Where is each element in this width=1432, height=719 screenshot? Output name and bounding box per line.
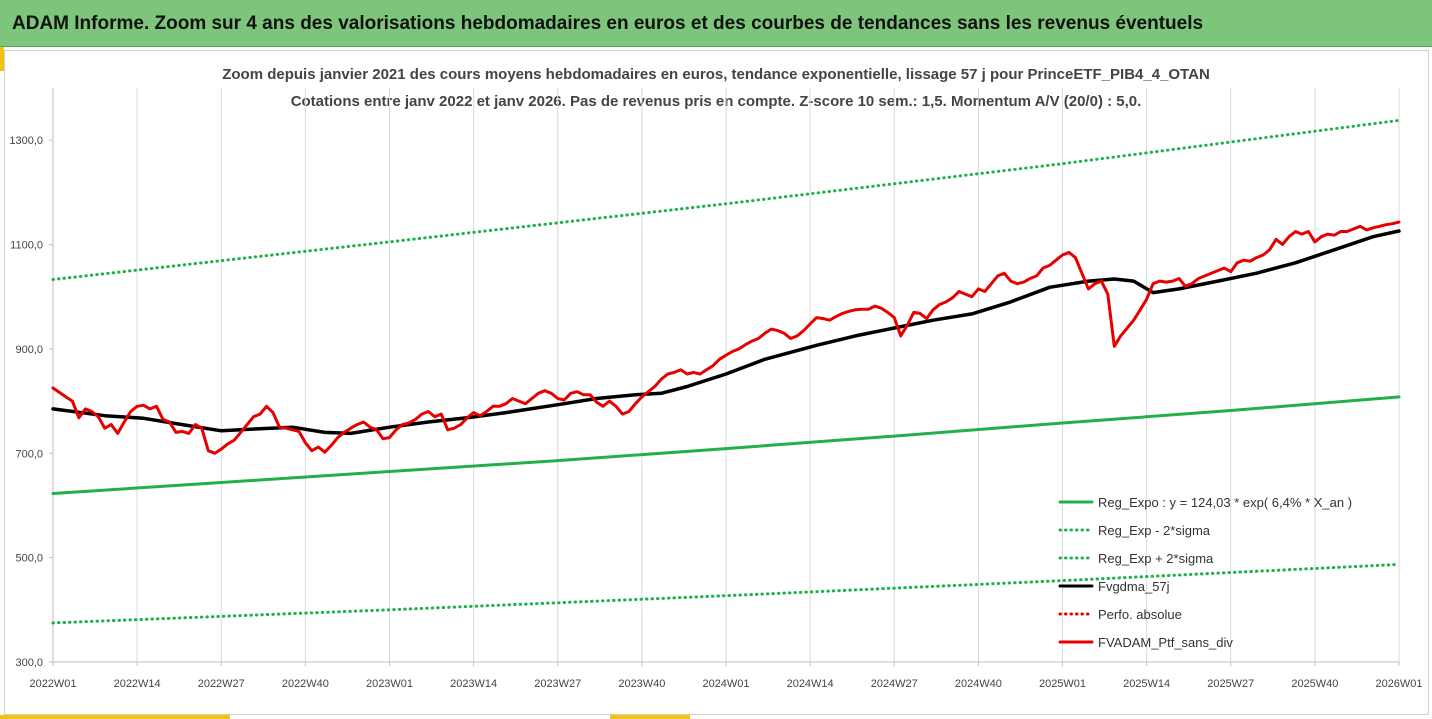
x-tick-label: 2026W01 [1375,678,1422,690]
x-tick-label: 2024W01 [702,678,749,690]
y-tick-label: 1300,0 [9,135,43,147]
series-line-2 [51,118,1401,281]
series-line-0 [51,395,1401,495]
y-tick-label: 700,0 [15,448,43,460]
x-tick-label: 2023W27 [534,678,581,690]
series-line-1 [51,562,1401,625]
legend-label-5: FVADAM_Ptf_sans_div [1098,635,1233,650]
header-bar: ADAM Informe. Zoom sur 4 ans des valoris… [0,0,1432,47]
x-tick-label: 2024W27 [871,678,918,690]
x-tick-label: 2025W27 [1207,678,1254,690]
x-tick-label: 2022W27 [198,678,245,690]
chart-frame [4,50,1429,715]
x-tick-label: 2022W01 [29,678,76,690]
accent-bar-bottom-2 [610,715,690,719]
series-line-3 [51,229,1401,436]
series-line-5 [51,220,1401,455]
page-title: ADAM Informe. Zoom sur 4 ans des valoris… [12,13,1204,34]
x-tick-label: 2024W14 [787,678,834,690]
x-tick-label: 2025W01 [1039,678,1086,690]
x-tick-label: 2024W40 [955,678,1002,690]
y-tick-label: 500,0 [15,553,43,565]
x-tick-label: 2022W14 [114,678,161,690]
legend-label-0: Reg_Expo : y = 124,03 * exp( 6,4% * X_an… [1098,495,1352,510]
accent-bar-left [0,47,4,71]
x-tick-label: 2025W40 [1291,678,1338,690]
legend-label-3: Fvgdma_57j [1098,579,1170,594]
y-tick-label: 300,0 [15,657,43,669]
x-tick-label: 2023W14 [450,678,497,690]
y-tick-label: 1100,0 [10,240,43,252]
legend-label-4: Perfo. absolue [1098,607,1182,622]
chart-title: Zoom depuis janvier 2021 des cours moyen… [222,66,1210,83]
legend-label-1: Reg_Exp - 2*sigma [1098,523,1211,538]
x-tick-label: 2023W01 [366,678,413,690]
x-tick-label: 2022W40 [282,678,329,690]
x-tick-label: 2023W40 [618,678,665,690]
accent-bar-bottom [0,715,230,719]
y-tick-label: 900,0 [15,344,43,356]
x-tick-label: 2025W14 [1123,678,1170,690]
legend-label-2: Reg_Exp + 2*sigma [1098,551,1214,566]
chart-subtitle: Cotations entre janv 2022 et janv 2026. … [290,93,1142,110]
